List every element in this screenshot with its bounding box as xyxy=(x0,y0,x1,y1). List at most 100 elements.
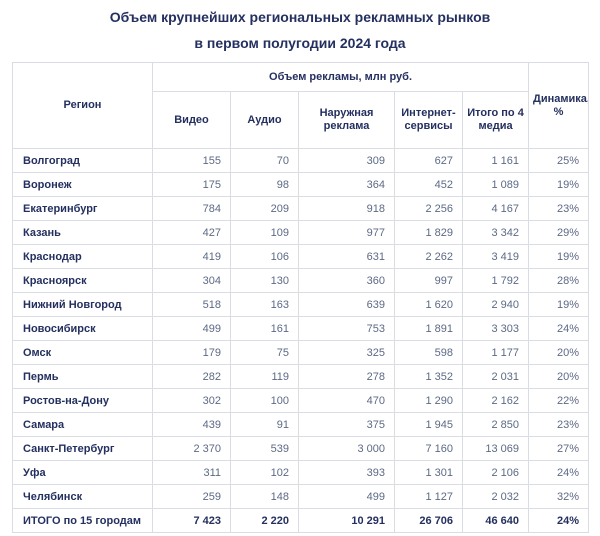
audio-cell: 106 xyxy=(230,244,299,269)
internet-cell: 1 945 xyxy=(394,412,463,437)
video-header: Видео xyxy=(152,91,231,149)
region-cell: Омск xyxy=(12,340,153,365)
internet-cell: 1 127 xyxy=(394,484,463,509)
internet-cell: 997 xyxy=(394,268,463,293)
internet-cell: 2 256 xyxy=(394,196,463,221)
dynamics-cell: 28% xyxy=(528,268,590,293)
internet-cell: 2 262 xyxy=(394,244,463,269)
table-row: Пермь 282 119 278 1 352 2 031 20% xyxy=(12,364,590,389)
regional-ad-table: Регион Объем рекламы, млн руб. Динамика,… xyxy=(12,62,590,533)
total4-cell: 1 161 xyxy=(461,148,530,173)
total4-header: Итого по 4 медиа xyxy=(461,91,530,149)
dynamics-cell: 24% xyxy=(528,316,590,341)
region-header: Регион xyxy=(12,62,153,149)
video-cell: 155 xyxy=(152,148,231,173)
audio-cell: 161 xyxy=(230,316,299,341)
audio-header: Аудио xyxy=(230,91,299,149)
dynamics-cell: 23% xyxy=(528,412,590,437)
video-cell: 179 xyxy=(152,340,231,365)
outdoor-cell: 360 xyxy=(298,268,395,293)
video-cell: 439 xyxy=(152,412,231,437)
total4-cell: 46 640 xyxy=(461,508,530,533)
outdoor-cell: 364 xyxy=(298,172,395,197)
total4-cell: 3 342 xyxy=(461,220,530,245)
table-header: Регион Объем рекламы, млн руб. Динамика,… xyxy=(12,62,590,149)
region-cell: Самара xyxy=(12,412,153,437)
region-cell: Ростов-на-Дону xyxy=(12,388,153,413)
table-row: Казань 427 109 977 1 829 3 342 29% xyxy=(12,220,590,245)
outdoor-cell: 631 xyxy=(298,244,395,269)
dynamics-cell: 27% xyxy=(528,436,590,461)
dynamics-cell: 24% xyxy=(528,460,590,485)
region-cell: Краснодар xyxy=(12,244,153,269)
dynamics-cell: 19% xyxy=(528,172,590,197)
video-cell: 304 xyxy=(152,268,231,293)
table-row: Самара 439 91 375 1 945 2 850 23% xyxy=(12,412,590,437)
dynamics-cell: 24% xyxy=(528,508,590,533)
ad-volume-group-header: Объем рекламы, млн руб. xyxy=(151,62,530,92)
table-row: Нижний Новгород 518 163 639 1 620 2 940 19% xyxy=(12,292,590,317)
audio-cell: 70 xyxy=(230,148,299,173)
region-cell: Екатеринбург xyxy=(12,196,153,221)
audio-cell: 163 xyxy=(230,292,299,317)
table-row: Уфа 311 102 393 1 301 2 106 24% xyxy=(12,460,590,485)
dynamics-cell: 29% xyxy=(528,220,590,245)
audio-cell: 91 xyxy=(230,412,299,437)
internet-cell: 1 829 xyxy=(394,220,463,245)
video-cell: 419 xyxy=(152,244,231,269)
table-row: Красноярск 304 130 360 997 1 792 28% xyxy=(12,268,590,293)
audio-cell: 109 xyxy=(230,220,299,245)
page-title: Объем крупнейших региональных рекламных … xyxy=(0,0,600,56)
outdoor-cell: 309 xyxy=(298,148,395,173)
total4-cell: 1 792 xyxy=(461,268,530,293)
dynamics-cell: 20% xyxy=(528,364,590,389)
audio-cell: 209 xyxy=(230,196,299,221)
total-row: ИТОГО по 15 городам 7 423 2 220 10 291 26 70… xyxy=(12,508,590,533)
video-cell: 282 xyxy=(152,364,231,389)
region-cell: Красноярск xyxy=(12,268,153,293)
total4-cell: 3 303 xyxy=(461,316,530,341)
outdoor-cell: 470 xyxy=(298,388,395,413)
outdoor-cell: 639 xyxy=(298,292,395,317)
total4-cell: 2 031 xyxy=(461,364,530,389)
video-cell: 518 xyxy=(152,292,231,317)
dynamics-cell: 20% xyxy=(528,340,590,365)
internet-cell: 598 xyxy=(394,340,463,365)
total4-cell: 1 177 xyxy=(461,340,530,365)
title-line-2: в первом полугодии 2024 года xyxy=(194,35,406,51)
table-body: Волгоград 155 70 309 627 1 161 25% Воронеж 175 98… xyxy=(12,148,590,533)
video-cell: 259 xyxy=(152,484,231,509)
table-row: Новосибирск 499 161 753 1 891 3 303 24% xyxy=(12,316,590,341)
dynamics-header: Динамика, % xyxy=(528,62,590,149)
table-row: Екатеринбург 784 209 918 2 256 4 167 23% xyxy=(12,196,590,221)
dynamics-cell: 19% xyxy=(528,244,590,269)
total4-cell: 4 167 xyxy=(461,196,530,221)
outdoor-cell: 753 xyxy=(298,316,395,341)
region-cell: Санкт-Петербург xyxy=(12,436,153,461)
internet-cell: 1 301 xyxy=(394,460,463,485)
header-group-row: Регион Объем рекламы, млн руб. Динамика,… xyxy=(12,62,590,149)
title-line-1: Объем крупнейших региональных рекламных … xyxy=(109,9,491,25)
total4-cell: 1 089 xyxy=(461,172,530,197)
total4-cell: 2 106 xyxy=(461,460,530,485)
dynamics-cell: 32% xyxy=(528,484,590,509)
audio-cell: 2 220 xyxy=(230,508,299,533)
internet-cell: 1 290 xyxy=(394,388,463,413)
dynamics-cell: 19% xyxy=(528,292,590,317)
outdoor-cell: 325 xyxy=(298,340,395,365)
audio-cell: 98 xyxy=(230,172,299,197)
region-cell: Казань xyxy=(12,220,153,245)
internet-cell: 627 xyxy=(394,148,463,173)
video-cell: 7 423 xyxy=(152,508,231,533)
header-sub-row: Видео Аудио Наружная реклама Интернет-се… xyxy=(13,91,589,149)
table-row: Ростов-на-Дону 302 100 470 1 290 2 162 22% xyxy=(12,388,590,413)
total4-cell: 2 850 xyxy=(461,412,530,437)
audio-cell: 102 xyxy=(230,460,299,485)
total4-cell: 2 032 xyxy=(461,484,530,509)
dynamics-cell: 23% xyxy=(528,196,590,221)
audio-cell: 148 xyxy=(230,484,299,509)
video-cell: 2 370 xyxy=(152,436,231,461)
total4-cell: 13 069 xyxy=(461,436,530,461)
table-row: Воронеж 175 98 364 452 1 089 19% xyxy=(12,172,590,197)
internet-cell: 1 352 xyxy=(394,364,463,389)
